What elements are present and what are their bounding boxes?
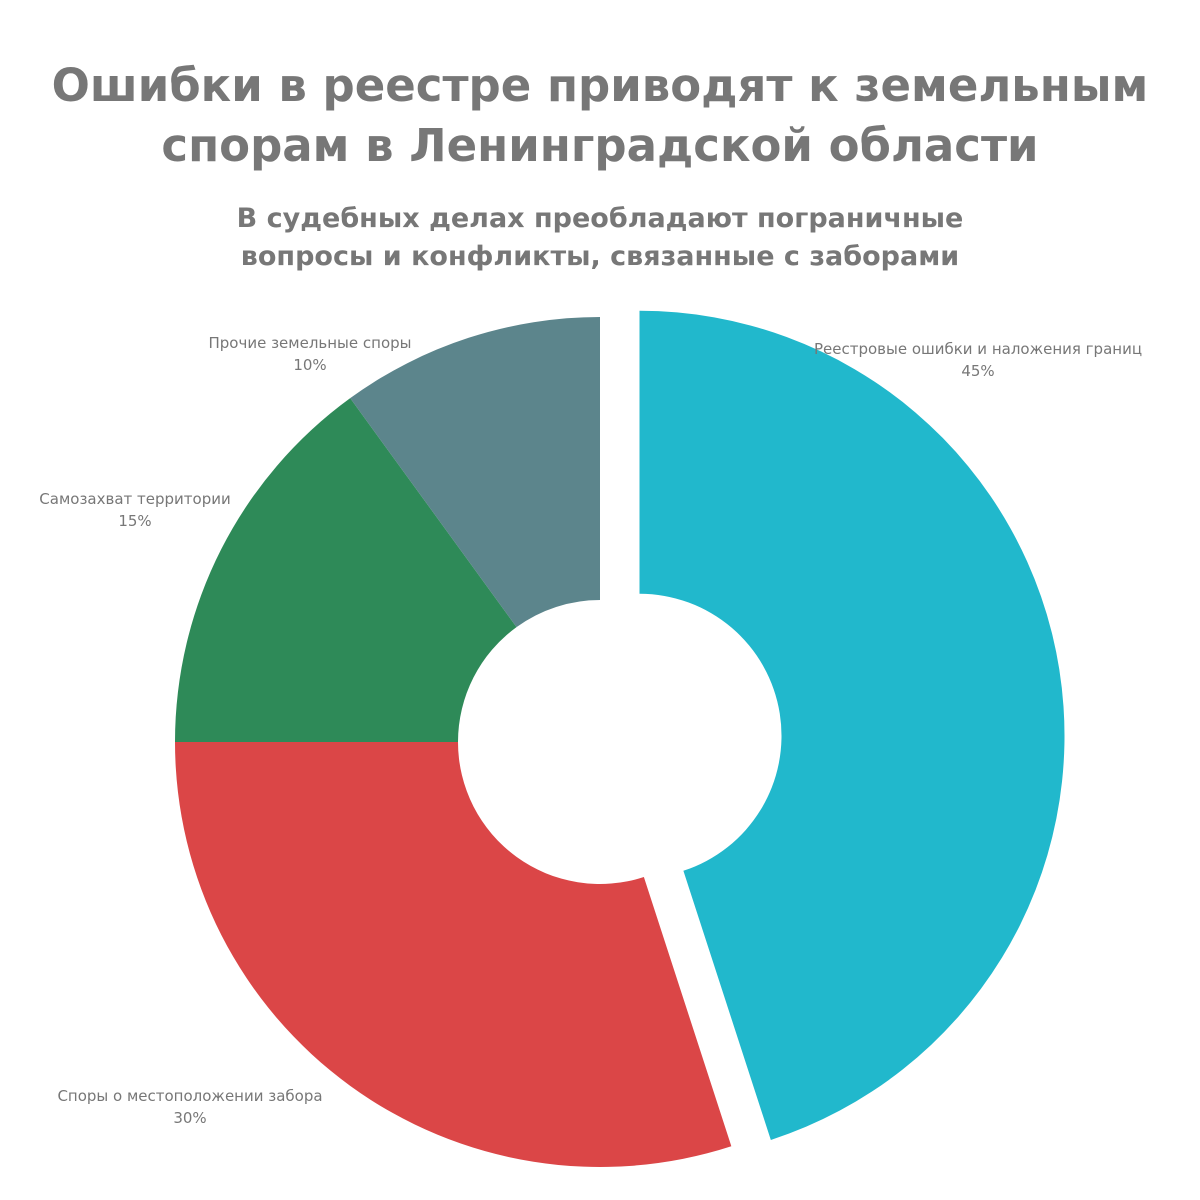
- slice-label-fence-location: Споры о местоположении забора: [57, 1087, 322, 1105]
- slice-fence-location: [174, 742, 732, 1167]
- slice-value-other-disputes: 10%: [293, 356, 326, 374]
- slice-value-land-seizure: 15%: [118, 512, 151, 530]
- slice-land-seizure: [175, 398, 517, 742]
- slice-value-registry-errors: 45%: [961, 362, 994, 380]
- slice-registry-errors: [639, 310, 1065, 1140]
- slice-label-other-disputes: Прочие земельные споры: [208, 334, 411, 352]
- slice-labels: Реестровые ошибки и наложения границ 45% С…: [39, 334, 1142, 1127]
- donut-slices: [174, 310, 1065, 1167]
- chart-title-line-1: Ошибки в реестре приводят к земельным: [51, 59, 1149, 112]
- slice-other-disputes: [350, 317, 600, 628]
- chart-subtitle-line-2: вопросы и конфликты, связанные с заборам…: [240, 241, 960, 272]
- chart-subtitle-line-1: В судебных делах преобладают пограничные: [236, 203, 964, 234]
- slice-label-registry-errors: Реестровые ошибки и наложения границ: [814, 340, 1142, 358]
- chart-title-line-2: спорам в Ленинградской области: [161, 119, 1039, 172]
- slice-label-land-seizure: Самозахват территории: [39, 490, 230, 508]
- chart-title: Ошибки в реестре приводят к земельным сп…: [0, 56, 1200, 176]
- chart-subtitle: В судебных делах преобладают пограничные…: [0, 200, 1200, 276]
- slice-value-fence-location: 30%: [173, 1109, 206, 1127]
